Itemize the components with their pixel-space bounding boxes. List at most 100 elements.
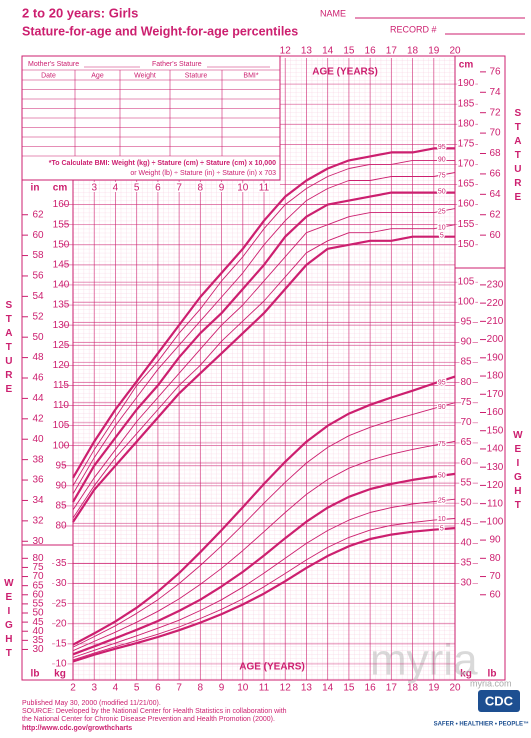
footer-line: the National Center for Chronic Disease …: [22, 716, 275, 723]
y-tick-label-in: 36: [32, 475, 44, 486]
y2-tick-label-lb: 55: [32, 599, 44, 610]
weight-label-left: WEIGHT: [3, 578, 14, 662]
y2-tick-label-lb: 30: [32, 644, 44, 655]
y2-tick-label-right: 75: [460, 397, 472, 408]
x-tick-label-mid: 9: [219, 183, 225, 194]
weight-label-right: WEIGHT: [512, 430, 523, 514]
x-tick-label: 15: [343, 683, 355, 694]
y2-tick-label-right: 65: [460, 437, 472, 448]
y2-tick-label-right: 60: [460, 457, 472, 468]
y-tick-label-in: 48: [32, 352, 44, 363]
y-tick-label: 145: [53, 260, 70, 271]
y2-tick-label-right: 30: [460, 578, 472, 589]
y-tick-label: 95: [55, 460, 67, 471]
y-tick-label-right: 185: [458, 98, 475, 109]
y-tick-label-in-right: 64: [489, 189, 501, 200]
y-tick-label-in: 60: [32, 230, 44, 241]
cdc-logo: [478, 690, 520, 712]
x-tick-label-mid: 10: [237, 183, 249, 194]
percentile-curve: [72, 518, 456, 661]
y2-tick-label-lb-right: 140: [487, 444, 504, 455]
y-tick-label-in: 52: [32, 311, 44, 322]
subtitle: Stature-for-age and Weight-for-age perce…: [22, 24, 298, 38]
y-tick-label-in: 44: [32, 393, 44, 404]
y-tick-label: 155: [53, 219, 70, 230]
x-tick-label: 3: [91, 683, 97, 694]
y-tick-label-in: 40: [32, 434, 44, 445]
form-column-header: Age: [91, 72, 104, 79]
y-tick-label-in: 56: [32, 271, 44, 282]
title: 2 to 20 years: Girls: [22, 5, 138, 20]
percentile-curve: [72, 224, 456, 519]
percentile-curve: [72, 498, 456, 658]
y2-tick-label-lb-right: 110: [487, 498, 503, 509]
y-tick-label: 105: [53, 420, 70, 431]
percentile-label: 75: [438, 441, 446, 448]
footer-url[interactable]: http://www.cdc.gov/growthcharts: [22, 725, 132, 732]
y2-tick-label-right: 95: [460, 317, 472, 328]
y-tick-label: 100: [53, 440, 70, 451]
percentile-label: 95: [438, 144, 446, 151]
percentile-curve: [72, 375, 456, 646]
x-tick-label: 8: [198, 683, 204, 694]
unit-label: lb: [31, 669, 40, 680]
y2-tick-label-right: 100: [458, 296, 475, 307]
footer-line: SOURCE: Developed by the National Center…: [22, 708, 287, 715]
y-tick-label-in: 34: [32, 495, 44, 506]
y-tick-label: 85: [55, 501, 67, 512]
y2-tick-label-right: 55: [460, 477, 472, 488]
percentile-curve: [72, 402, 456, 648]
bmi-note: or Weight (lb) ÷ Stature (in) ÷ Stature …: [130, 170, 276, 177]
percentile-curve: [72, 440, 456, 652]
stature-label-right: STATURE: [512, 108, 523, 206]
x-tick-label: 18: [407, 683, 419, 694]
y2-tick-label-lb: 70: [32, 571, 44, 582]
y2-tick-label-lb: 50: [32, 608, 44, 619]
bmi-note: *To Calculate BMI: Weight (kg) ÷ Stature…: [49, 160, 276, 167]
y2-tick-label-right: 85: [460, 357, 472, 368]
y-tick-label-right: 155: [458, 219, 475, 230]
form-column-header: Stature: [185, 72, 208, 79]
watermark-small: myria.com: [470, 678, 512, 688]
x-tick-label-top: 16: [365, 46, 377, 57]
percentile-label: 95: [438, 379, 446, 386]
y-tick-label: 80: [55, 521, 67, 532]
form-column-header: Weight: [134, 72, 156, 79]
y2-tick-label-lb: 40: [32, 626, 44, 637]
y-tick-label: 135: [53, 300, 70, 311]
x-tick-label-mid: 8: [198, 183, 204, 194]
tagline: SAFER • HEALTHIER • PEOPLE™: [434, 721, 529, 728]
y2-tick-label: 25: [55, 598, 67, 609]
y-tick-label-right: 150: [458, 239, 475, 250]
y-tick-label: 90: [55, 480, 67, 491]
y2-tick-label-right: 40: [460, 538, 472, 549]
unit-label: kg: [460, 669, 472, 680]
y-tick-label-in-right: 62: [489, 209, 501, 220]
x-tick-label: 19: [428, 683, 440, 694]
x-tick-label-mid: 5: [134, 183, 140, 194]
percentile-label: 5: [440, 526, 444, 533]
percentile-curve: [72, 172, 456, 495]
x-tick-label: 9: [219, 683, 225, 694]
percentile-curve: [72, 208, 456, 511]
y-tick-label-in: 54: [32, 291, 44, 302]
y2-tick-label-right: 50: [460, 497, 472, 508]
y2-tick-label-lb-right: 200: [487, 334, 504, 345]
y-tick-label: 130: [53, 320, 70, 331]
y2-tick-label: 35: [55, 558, 67, 569]
y2-tick-label-lb: 45: [32, 617, 44, 628]
y2-tick-label-lb: 75: [32, 562, 44, 573]
y2-tick-label-lb-right: 150: [487, 425, 504, 436]
y2-tick-label: 10: [55, 659, 67, 670]
y2-tick-label-lb: 35: [32, 635, 44, 646]
y-tick-label-in-right: 74: [489, 87, 501, 98]
x-axis-title-top: AGE (YEARS): [312, 67, 378, 78]
father-label: Father's Stature: [152, 61, 202, 68]
x-tick-label-top: 12: [280, 46, 292, 57]
y-tick-label-in-right: 60: [489, 230, 501, 241]
x-tick-label: 12: [280, 683, 292, 694]
x-tick-label-top: 17: [386, 46, 398, 57]
unit-label: cm: [459, 60, 474, 71]
y-tick-label: 160: [53, 199, 70, 210]
